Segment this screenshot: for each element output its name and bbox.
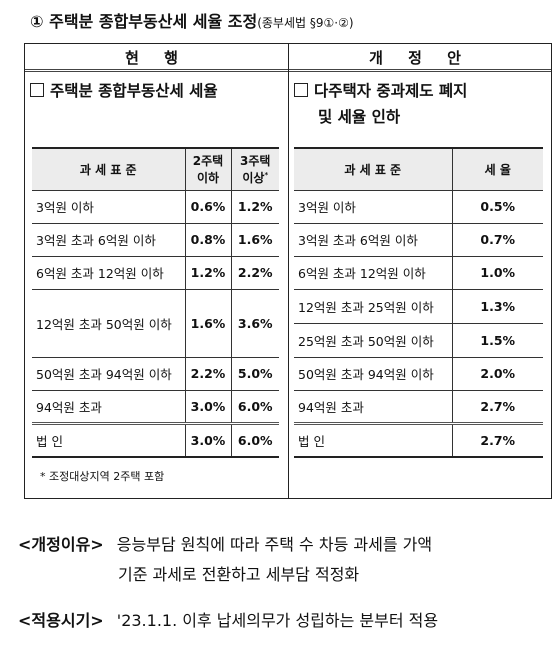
table-row: 94억원 초과 3.0% 6.0% [32,389,279,424]
table-header-row: 과 세 표 준 2주택 이하 3주택 이상* [32,147,279,191]
table-header-row: 과 세 표 준 세 율 [294,147,543,191]
table-row: 3억원 이하 0.6% 1.2% [32,189,279,224]
table-row: 6억원 초과 12억원 이하 1.0% [294,255,543,290]
checkbox-icon [294,83,308,97]
column-divider [288,44,289,498]
table-row: 3억원 초과 6억원 이하 0.7% [294,222,543,257]
comparison-table: 현 행 개 정 안 [24,43,552,499]
table-row: 3억원 초과 6억원 이하 0.8% 1.6% [32,222,279,257]
revised-rate-table: 과 세 표 준 세 율 3억원 이하 0.5% 3억원 초과 6억원 이하 0.… [294,147,543,458]
table-row: 25억원 초과 50억원 이하 1.5% [294,322,543,358]
table-row: 50억원 초과 94억원 이하 2.0% [294,356,543,391]
header-current: 현 행 [25,44,288,72]
section-title-main: ① 주택분 종합부동산세 세율 조정 [30,12,258,31]
revision-reason-label: <개정이유> [18,535,104,554]
col-header-base: 과 세 표 준 [294,147,452,191]
table-row: 법 인 2.7% [294,421,543,458]
table-row: 50억원 초과 94억원 이하 2.2% 5.0% [32,356,279,391]
law-reference: (종부세법 §9①·②) [257,16,354,30]
header-revised: 개 정 안 [289,44,551,72]
table-row: 법 인 3.0% 6.0% [32,421,279,458]
effective-date-text: '23.1.1. 이후 납세의무가 성립하는 분부터 적용 [116,611,439,630]
current-rate-table: 과 세 표 준 2주택 이하 3주택 이상* 3억원 이하 0.6% 1.2% 3억… [32,147,279,458]
current-panel-title: 주택분 종합부동산세 세율 [30,78,218,104]
revision-reason-line1: 응능부담 원칙에 따라 주택 수 차등 과세를 가액 [116,535,433,554]
revision-reason-line2: 기준 과세로 전환하고 세부담 적정화 [118,565,360,584]
checkbox-icon [30,83,44,97]
col-header-rate: 세 율 [451,147,543,191]
table-row: 12억원 초과 50억원 이하 1.6% 3.6% [32,288,279,358]
effective-date-label: <적용시기> [18,611,104,630]
revised-panel-title-line1: 다주택자 중과제도 폐지 [314,82,468,100]
revision-reason: <개정이유> 응능부담 원칙에 따라 주택 수 차등 과세를 가액 [18,531,432,555]
table-row: 3억원 이하 0.5% [294,189,543,224]
effective-date: <적용시기> '23.1.1. 이후 납세의무가 성립하는 분부터 적용 [18,607,438,631]
col-header-2house: 2주택 이하 [184,147,231,191]
footnote: * 조정대상지역 2주택 포함 [40,470,165,483]
revised-panel-title-line2: 및 세율 인하 [318,108,401,126]
col-header-base: 과 세 표 준 [32,147,185,191]
col-header-3house: 3주택 이상* [230,147,279,191]
section-title: ① 주택분 종합부동산세 세율 조정(종부세법 §9①·②) [30,8,354,32]
revised-panel-title: 다주택자 중과제도 폐지 및 세율 인하 [294,78,467,130]
table-row: 6억원 초과 12억원 이하 1.2% 2.2% [32,255,279,290]
current-panel-title-text: 주택분 종합부동산세 세율 [50,82,218,100]
table-row: 12억원 초과 25억원 이하 1.3% [294,288,543,324]
table-row: 94억원 초과 2.7% [294,389,543,424]
